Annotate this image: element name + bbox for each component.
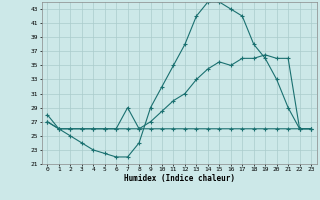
X-axis label: Humidex (Indice chaleur): Humidex (Indice chaleur) (124, 174, 235, 183)
